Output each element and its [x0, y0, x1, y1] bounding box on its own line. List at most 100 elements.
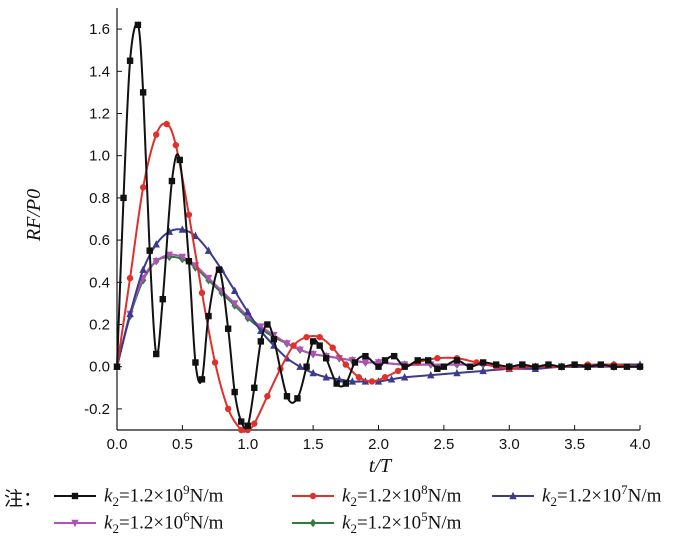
data-point [168, 177, 176, 185]
data-point [270, 336, 278, 343]
x-tick-label: 2.5 [433, 436, 454, 453]
data-point [414, 357, 421, 364]
data-point [323, 355, 330, 362]
x-tick-label: 4.0 [630, 436, 651, 453]
y-tick-label: 0.6 [89, 232, 110, 249]
data-point [303, 333, 310, 341]
data-point [139, 89, 147, 96]
data-point [113, 363, 121, 370]
legend-item-4: k2=1.2×106N/m [52, 508, 224, 537]
data-point [198, 376, 206, 383]
data-point [453, 368, 461, 377]
y-tick-label: 1.2 [89, 106, 110, 123]
data-point [519, 361, 526, 368]
data-point [126, 309, 134, 318]
legend-swatch [492, 491, 534, 500]
legend-marker [309, 518, 317, 528]
x-tick-label: 1.5 [303, 436, 324, 453]
series-line [116, 255, 640, 368]
legend-item-1: k2=1.2×109N/m [52, 481, 224, 510]
data-point [453, 357, 461, 364]
data-point [264, 393, 271, 400]
legend-marker [71, 492, 79, 500]
data-point [322, 373, 330, 381]
data-point [231, 388, 238, 396]
y-tick-label: -0.2 [84, 401, 110, 418]
data-point [492, 361, 500, 368]
data-point [342, 380, 350, 387]
data-point [362, 352, 369, 360]
x-tick-label: 2.0 [368, 436, 389, 453]
data-point [251, 384, 258, 391]
data-point [316, 342, 323, 349]
y-axis-label: RF/P0 [23, 189, 45, 242]
legend: 注： k2=1.2×109N/m k2=1.2×108N/m k2=1.2×107N… [0, 478, 700, 543]
data-point [597, 361, 604, 368]
legend-marker [71, 519, 79, 528]
data-point [134, 21, 142, 29]
data-point [545, 361, 552, 368]
data-point [387, 375, 396, 383]
legend-label: k2=1.2×107N/m [542, 481, 662, 510]
data-point [427, 370, 435, 379]
data-point [636, 363, 644, 370]
x-tick-label: 3.0 [499, 436, 520, 453]
legend-swatch [292, 492, 334, 500]
data-point [215, 266, 223, 273]
data-point [146, 247, 153, 254]
data-point [283, 340, 291, 348]
y-tick-label: 0.4 [89, 274, 110, 291]
series-1 [113, 21, 644, 430]
y-tick-label: 0.8 [89, 190, 110, 207]
data-point [401, 363, 408, 370]
legend-label: k2=1.2×109N/m [104, 481, 224, 510]
series-group [113, 21, 644, 434]
data-point [224, 325, 232, 332]
data-point [294, 395, 301, 402]
data-point [172, 141, 180, 149]
data-point [571, 361, 578, 368]
data-point [355, 374, 363, 381]
data-point [192, 359, 199, 366]
data-point [204, 274, 213, 283]
data-point [333, 380, 340, 387]
data-point [434, 355, 441, 362]
data-point [238, 426, 245, 434]
data-point [230, 300, 239, 308]
data-point [381, 357, 389, 364]
data-point [152, 258, 160, 266]
y-tick-label: 0.2 [89, 317, 110, 334]
legend-item-3: k2=1.2×107N/m [490, 481, 662, 510]
data-point [479, 359, 487, 366]
data-point [296, 362, 304, 370]
legend-label: k2=1.2×105N/m [342, 508, 462, 537]
data-point [558, 363, 565, 370]
data-point [204, 246, 213, 254]
data-point [185, 258, 193, 265]
data-point [283, 393, 291, 400]
legend-swatch [54, 492, 96, 500]
data-point [153, 350, 160, 358]
data-point [230, 286, 239, 294]
x-tick-label: 0.5 [172, 436, 193, 453]
data-point [257, 338, 265, 345]
y-tick-label: 1.6 [89, 21, 110, 38]
data-point [400, 373, 409, 381]
data-point [238, 418, 245, 425]
data-point [348, 377, 357, 385]
legend-swatch [292, 518, 334, 528]
data-point [532, 363, 539, 370]
data-point [309, 350, 317, 359]
y-tick-label: 0.0 [89, 359, 110, 376]
data-point [479, 366, 487, 375]
data-point [610, 363, 618, 370]
chart-plot: 0.0 0.5 1.0 1.5 2.0 2.5 3.0 3.5 4.0 -0.2 0.0 0.2 0.4… [23, 8, 651, 477]
data-point [126, 274, 134, 282]
series-5 [113, 252, 644, 371]
data-point [152, 240, 160, 248]
legend-label: k2=1.2×106N/m [104, 508, 224, 537]
data-point [244, 422, 251, 429]
series-2 [113, 120, 644, 434]
data-point [211, 359, 219, 366]
data-point [165, 251, 173, 260]
